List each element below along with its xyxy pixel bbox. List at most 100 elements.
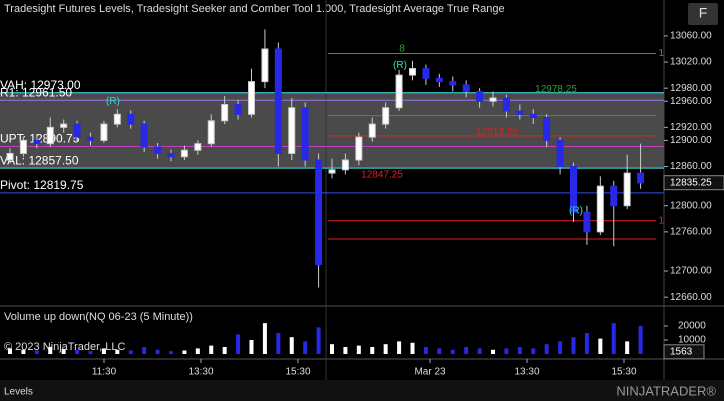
- tab-bar: [0, 380, 724, 401]
- x-tick-label: 11:30: [92, 367, 117, 378]
- candle-body: [19, 139, 27, 154]
- candle-body: [73, 123, 81, 138]
- candle-body: [435, 77, 443, 83]
- f-button-label[interactable]: F: [699, 5, 708, 21]
- candle-body: [462, 84, 470, 92]
- volume-bar: [182, 350, 187, 354]
- candle-body: [556, 139, 564, 168]
- last-price: 12835.25: [670, 177, 712, 188]
- candle-body: [113, 113, 121, 125]
- volume-bar: [8, 348, 12, 354]
- tab-levels[interactable]: Levels: [4, 387, 33, 398]
- y-tick-label: 12800.00: [670, 200, 712, 211]
- candle-body: [516, 110, 524, 115]
- y-tick-label: 12860.00: [670, 161, 712, 172]
- y-tick-label: 12760.00: [670, 226, 712, 237]
- y-tick-label: 13020.00: [670, 57, 712, 68]
- volume-bar: [464, 346, 469, 354]
- candle-body: [610, 185, 618, 207]
- f-button[interactable]: [688, 3, 718, 25]
- y-tick-label: 12900.00: [670, 135, 712, 146]
- volume-last-box: [663, 344, 705, 360]
- volume-bar: [598, 338, 603, 354]
- level-label: VAL: 12857.50: [0, 153, 79, 167]
- volume-bar: [276, 332, 281, 354]
- volume-bar: [21, 349, 26, 354]
- y-tick-label: 13060.00: [670, 31, 712, 42]
- volume-bar: [504, 348, 509, 354]
- volume-bar: [209, 345, 214, 354]
- candle-body: [234, 103, 242, 115]
- level-label: R1: 12961.50: [0, 85, 72, 99]
- candle-body: [422, 68, 430, 79]
- volume-bar: [169, 351, 173, 354]
- candle-body: [60, 123, 68, 128]
- candle-body: [261, 48, 269, 83]
- volume-bar: [236, 334, 241, 354]
- candle-body: [489, 97, 497, 102]
- volume-bar: [544, 344, 549, 354]
- volume-bar: [611, 323, 616, 354]
- volume-bar: [517, 346, 522, 354]
- volume-tick-label: 20000: [678, 321, 706, 332]
- candle-body: [637, 172, 645, 184]
- candle-body: [274, 48, 282, 154]
- level-label: Pivot: 12819.75: [0, 178, 84, 192]
- candle-body: [33, 139, 41, 145]
- volume-bar: [222, 346, 227, 354]
- x-tick-label: 15:30: [285, 367, 310, 378]
- candle-body: [301, 107, 309, 161]
- last-price-box: [663, 175, 724, 191]
- x-tick-label: 13:30: [188, 367, 213, 378]
- volume-bar: [571, 337, 576, 354]
- volume-tick-label: 10000: [678, 335, 706, 346]
- annotation: (R): [569, 206, 583, 217]
- volume-bar: [195, 348, 200, 354]
- y-tick-label: 12960.00: [670, 96, 712, 107]
- level-label: VAH: 12973.00: [0, 78, 81, 92]
- candle-body: [6, 152, 14, 161]
- value-area: [0, 92, 664, 169]
- volume-bar: [383, 344, 388, 354]
- volume-bar: [75, 349, 80, 354]
- volume-bar: [48, 346, 53, 354]
- volume-bar: [437, 348, 442, 354]
- indicator-title: Tradesight Futures Levels, Tradesight Se…: [4, 3, 505, 15]
- volume-bar: [101, 348, 106, 354]
- x-tick-label: 13:30: [514, 367, 539, 378]
- volume-bar: [61, 349, 66, 354]
- volume-bar: [262, 323, 267, 354]
- volume-bar: [558, 341, 563, 354]
- candle-body: [154, 146, 162, 154]
- candle-body: [248, 81, 255, 115]
- volume-bar: [330, 344, 334, 354]
- x-tick-label: Mar 23: [414, 367, 446, 378]
- annotation: (R): [106, 96, 120, 107]
- volume-bar: [477, 348, 482, 354]
- annotation: 8: [399, 44, 405, 55]
- volume-bar: [115, 349, 120, 354]
- candle-body: [127, 113, 135, 125]
- candle-body: [194, 143, 202, 151]
- volume-bar: [356, 345, 361, 354]
- candle-body: [476, 90, 484, 102]
- y-tick-label: 12980.00: [670, 83, 712, 94]
- candle-body: [100, 123, 108, 141]
- volume-last: 1563: [670, 346, 693, 357]
- candle-body: [46, 126, 54, 145]
- volume-bar: [397, 341, 402, 354]
- annotation: 12978.25: [535, 84, 577, 95]
- volume-bar: [249, 339, 254, 354]
- volume-bar: [316, 327, 321, 354]
- candle-body: [288, 107, 296, 154]
- volume-bar: [625, 341, 630, 354]
- candle-body: [328, 169, 336, 174]
- candle-body: [543, 117, 551, 141]
- annotation: 12847.25: [361, 170, 403, 181]
- candle-body: [382, 107, 390, 125]
- candle-body: [583, 211, 591, 233]
- candle-body: [596, 185, 604, 233]
- candle-body: [449, 81, 457, 86]
- candle-body: [180, 149, 188, 158]
